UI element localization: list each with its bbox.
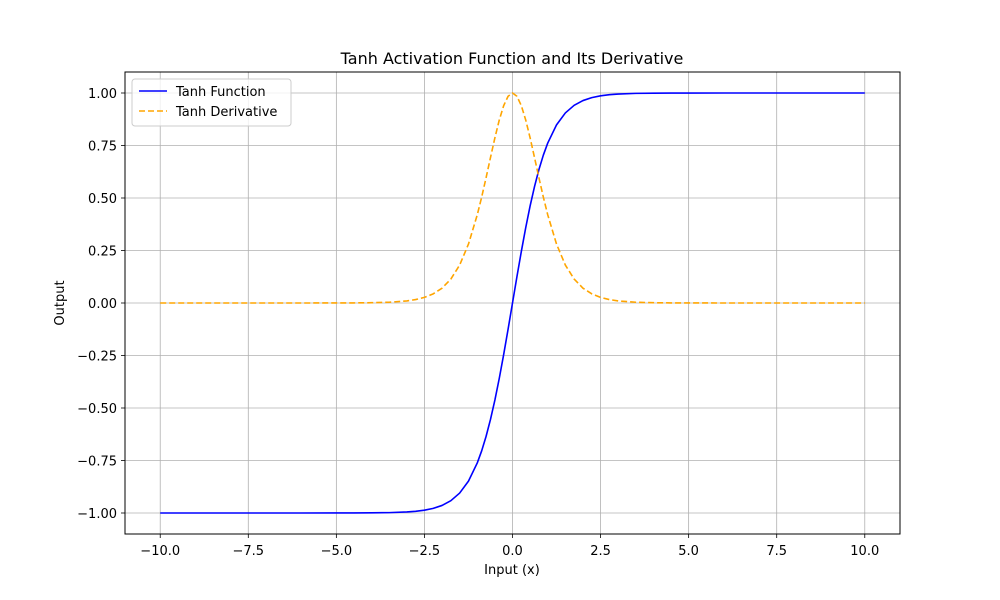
x-tick-label: −5.0 (321, 544, 353, 559)
series-line-tanh-derivative (160, 92, 865, 304)
series-line-tanh-function (160, 92, 865, 514)
x-tick-label: 2.5 (590, 544, 611, 559)
y-tick-label: −0.50 (77, 402, 117, 417)
x-tick-label: 0.0 (502, 544, 523, 559)
y-tick-label: 0.75 (88, 140, 117, 155)
y-axis-label: Output (53, 280, 68, 325)
legend-label-tanh-function: Tanh Function (175, 85, 266, 100)
y-tick-label: 0.25 (88, 245, 117, 260)
y-tick-label: −0.25 (77, 350, 117, 365)
x-tick-label: 10.0 (850, 544, 879, 559)
y-tick-label: 0.00 (88, 297, 117, 312)
series-layer (160, 92, 865, 514)
x-tick-label: 7.5 (766, 544, 787, 559)
ticks: −10.0 −7.5 −5.0 −2.5 0.0 2.5 5.0 7.5 10.0 −1.00 −0… (77, 87, 879, 559)
y-tick-label: 1.00 (88, 87, 117, 102)
x-axis-label: Input (x) (484, 563, 540, 578)
x-tick-label: 5.0 (678, 544, 699, 559)
y-tick-label: −0.75 (77, 455, 117, 470)
y-tick-label: 0.50 (88, 192, 117, 207)
chart-title: Tanh Activation Function and Its Derivat… (340, 49, 684, 68)
x-tick-label: −2.5 (409, 544, 441, 559)
x-tick-label: −10.0 (140, 544, 180, 559)
y-tick-label: −1.00 (77, 507, 117, 522)
legend-box (131, 78, 292, 127)
legend: Tanh Function Tanh Derivative (131, 78, 292, 127)
legend-label-tanh-derivative: Tanh Derivative (175, 105, 277, 120)
x-tick-label: −7.5 (233, 544, 265, 559)
